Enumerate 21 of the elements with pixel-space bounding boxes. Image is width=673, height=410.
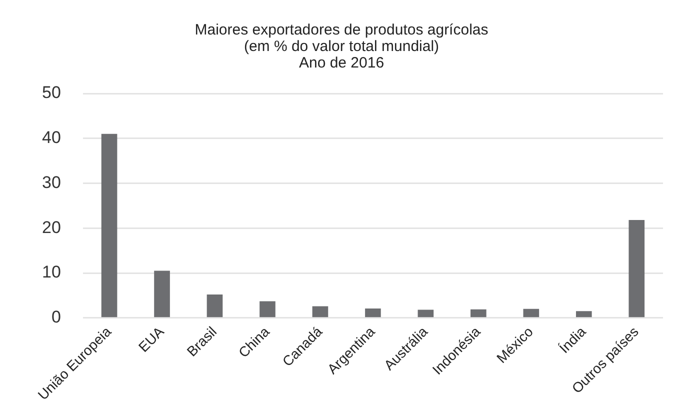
- bar: [101, 134, 118, 318]
- bar: [628, 220, 645, 318]
- bar: [470, 309, 486, 318]
- x-tick-label: EUA: [135, 322, 168, 356]
- text: (em % do valor total mundial): [244, 38, 440, 55]
- y-tick-label: 0: [51, 308, 61, 327]
- bar: [418, 310, 434, 318]
- y-tick-label: 10: [42, 262, 61, 282]
- text: Ano de 2016: [298, 54, 384, 72]
- bar: [154, 270, 170, 318]
- y-tick-label: 40: [42, 128, 61, 148]
- bar: [206, 294, 223, 318]
- y-tick-label: 50: [42, 83, 61, 102]
- bar: [523, 308, 540, 318]
- bar: [312, 306, 328, 318]
- bar: [576, 311, 592, 318]
- y-tick-label: 30: [42, 172, 61, 192]
- bar: [365, 308, 381, 318]
- text: Maiores exportadores de produtos agrícolas: [194, 21, 488, 38]
- bar: [260, 301, 276, 318]
- y-tick-label: 20: [42, 218, 61, 237]
